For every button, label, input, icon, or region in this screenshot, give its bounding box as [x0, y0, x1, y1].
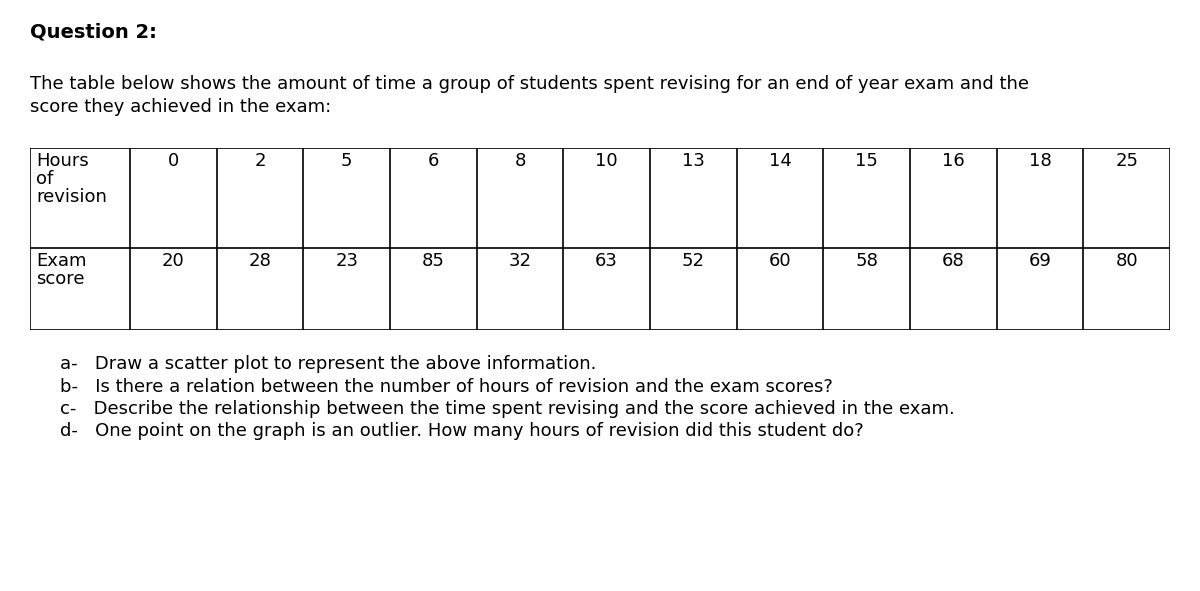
Text: score they achieved in the exam:: score they achieved in the exam:: [30, 98, 331, 116]
Text: 13: 13: [682, 152, 704, 170]
Text: 68: 68: [942, 252, 965, 270]
Text: 0: 0: [168, 152, 179, 170]
Text: 20: 20: [162, 252, 185, 270]
Text: 52: 52: [682, 252, 704, 270]
Text: 23: 23: [335, 252, 358, 270]
Text: of: of: [36, 170, 53, 188]
Text: 15: 15: [856, 152, 878, 170]
Text: 10: 10: [595, 152, 618, 170]
Text: 25: 25: [1115, 152, 1138, 170]
Text: The table below shows the amount of time a group of students spent revising for : The table below shows the amount of time…: [30, 75, 1030, 93]
Text: 2: 2: [254, 152, 265, 170]
Text: 5: 5: [341, 152, 353, 170]
Text: 58: 58: [856, 252, 878, 270]
Text: Hours: Hours: [36, 152, 89, 170]
Text: a-   Draw a scatter plot to represent the above information.: a- Draw a scatter plot to represent the …: [60, 355, 596, 373]
Text: 18: 18: [1028, 152, 1051, 170]
Text: b-   Is there a relation between the number of hours of revision and the exam sc: b- Is there a relation between the numbe…: [60, 378, 833, 396]
Text: 85: 85: [422, 252, 445, 270]
Text: 60: 60: [769, 252, 791, 270]
Text: 69: 69: [1028, 252, 1051, 270]
Text: Question 2:: Question 2:: [30, 22, 157, 41]
Text: Exam: Exam: [36, 252, 86, 270]
Text: 63: 63: [595, 252, 618, 270]
Text: 32: 32: [509, 252, 532, 270]
Text: 80: 80: [1115, 252, 1138, 270]
Text: score: score: [36, 270, 84, 288]
Text: 6: 6: [427, 152, 439, 170]
Text: 28: 28: [248, 252, 271, 270]
Text: d-   One point on the graph is an outlier. How many hours of revision did this s: d- One point on the graph is an outlier.…: [60, 422, 864, 440]
Text: 16: 16: [942, 152, 965, 170]
Text: 8: 8: [515, 152, 526, 170]
Text: revision: revision: [36, 188, 107, 206]
Text: c-   Describe the relationship between the time spent revising and the score ach: c- Describe the relationship between the…: [60, 400, 955, 418]
Text: 14: 14: [768, 152, 792, 170]
